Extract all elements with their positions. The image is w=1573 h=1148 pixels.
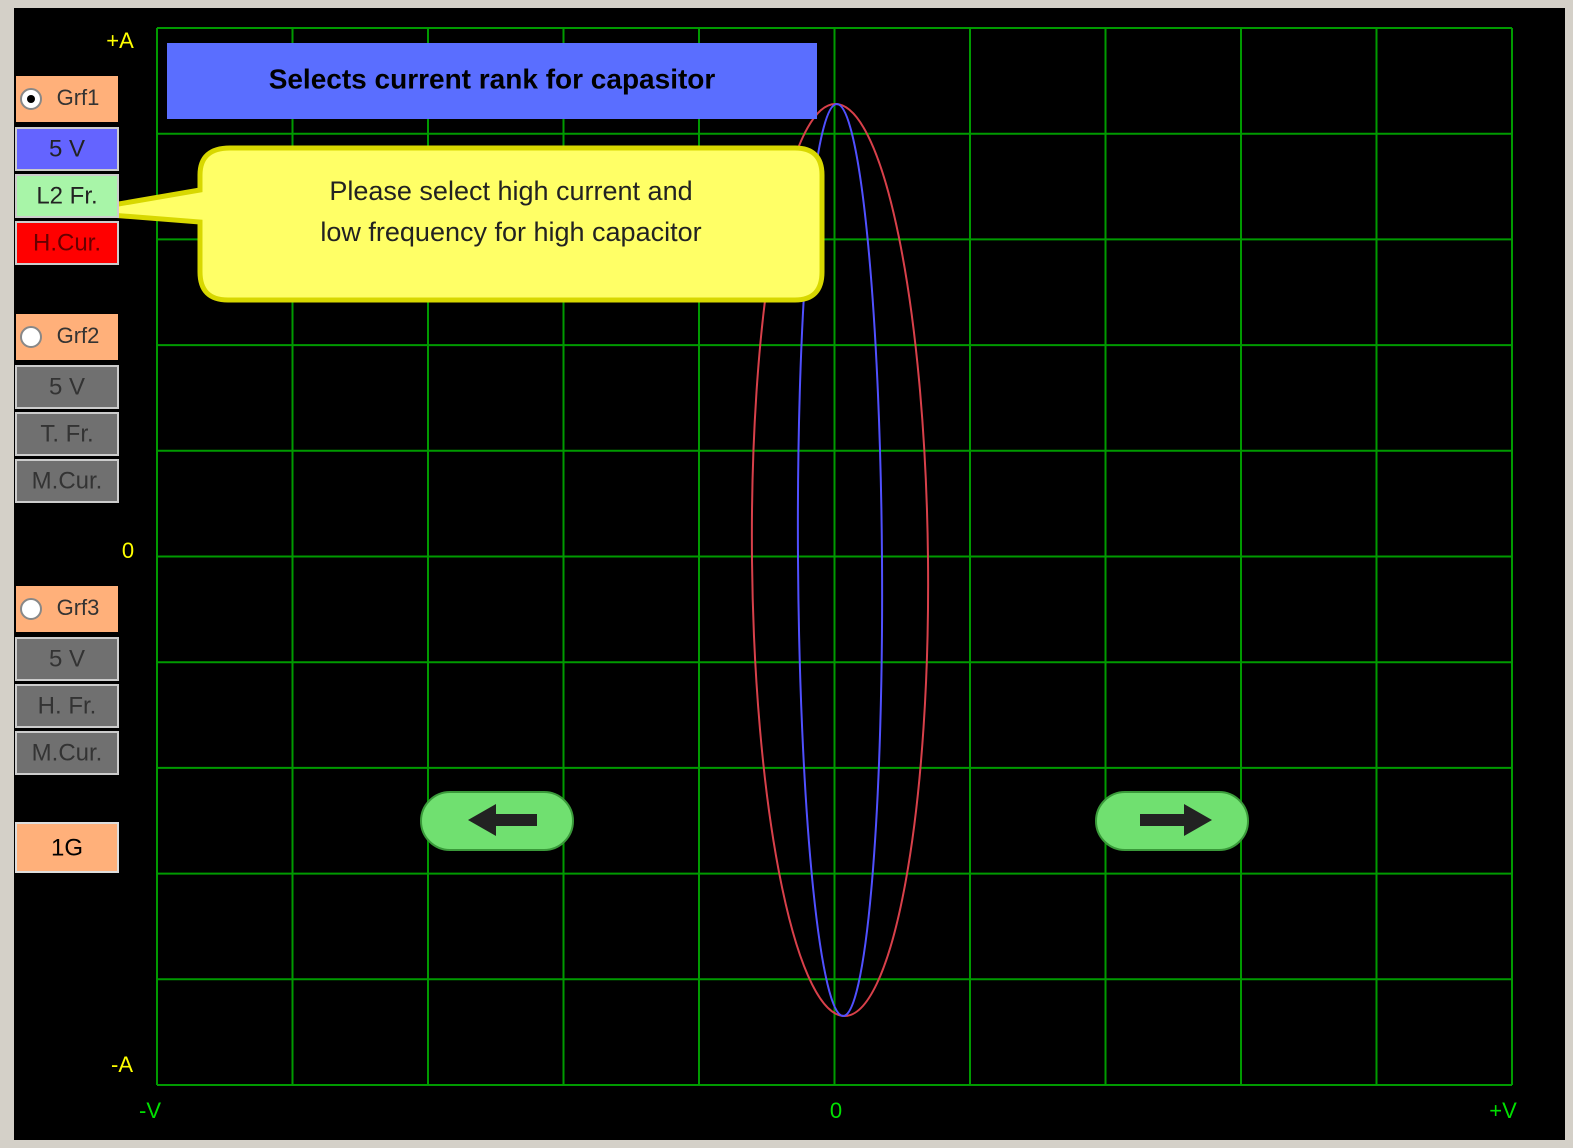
frequency-button[interactable] — [15, 412, 119, 456]
graphs-button-text: 1G — [51, 834, 83, 861]
trace-blue — [796, 103, 884, 1017]
graphs-button[interactable] — [15, 822, 119, 873]
next-button[interactable] — [1095, 791, 1249, 851]
current-text: H.Cur. — [33, 229, 101, 256]
current-button[interactable] — [15, 731, 119, 775]
banner-text: Selects current rank for capasitor — [269, 63, 716, 94]
callout-line: Please select high current and — [329, 176, 692, 206]
y-label-top: +A — [106, 28, 134, 53]
voltage-button[interactable] — [15, 637, 119, 681]
voltage-text: 5 V — [49, 373, 85, 400]
graph-name: Grf3 — [57, 595, 100, 620]
callout-line: low frequency for high capacitor — [320, 217, 701, 247]
x-label-left: -V — [139, 1098, 161, 1123]
frequency-text: H. Fr. — [38, 692, 97, 719]
radio[interactable] — [20, 598, 42, 620]
radio-dot — [27, 95, 35, 103]
callout — [71, 145, 825, 303]
y-label-bottom: -A — [111, 1052, 133, 1077]
current-button[interactable] — [15, 459, 119, 503]
radio[interactable] — [20, 326, 42, 348]
current-button[interactable] — [15, 221, 119, 265]
x-label-mid: 0 — [830, 1098, 842, 1123]
current-text: M.Cur. — [32, 739, 103, 766]
side-controls: Grf1 5 V L2 Fr. H.Cur. Grf2 5 V T. Fr. M.Cur. Gr… — [15, 76, 119, 775]
graph-name: Grf2 — [57, 323, 100, 348]
voltage-text: 5 V — [49, 645, 85, 672]
voltage-button[interactable] — [15, 365, 119, 409]
x-label-right: +V — [1489, 1098, 1517, 1123]
y-label-mid: 0 — [122, 538, 134, 563]
graph-name: Grf1 — [57, 85, 100, 110]
voltage-text: 5 V — [49, 135, 85, 162]
frequency-text: T. Fr. — [40, 420, 93, 447]
prev-button[interactable] — [420, 791, 574, 851]
frequency-button[interactable] — [15, 174, 119, 218]
frequency-text: L2 Fr. — [36, 182, 97, 209]
current-text: M.Cur. — [32, 467, 103, 494]
banner — [167, 43, 817, 119]
voltage-button[interactable] — [15, 127, 119, 171]
frequency-button[interactable] — [15, 684, 119, 728]
